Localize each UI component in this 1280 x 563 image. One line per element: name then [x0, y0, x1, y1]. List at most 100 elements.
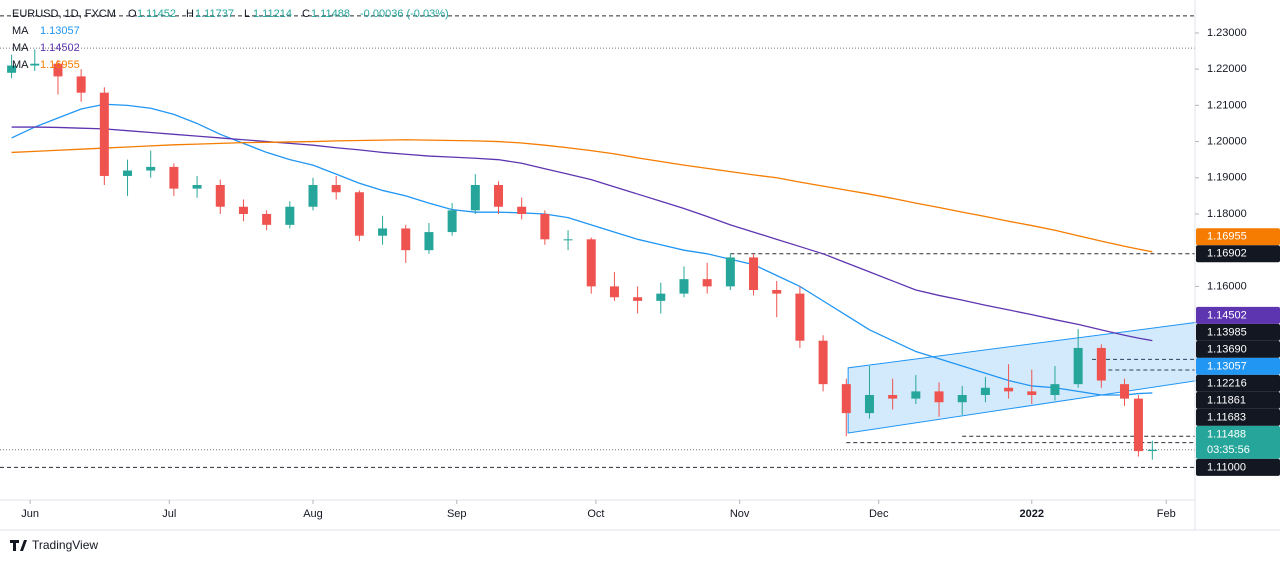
price-badge-label: 1.11683	[1207, 411, 1246, 423]
candle-body	[285, 206, 295, 225]
candle-body	[470, 185, 480, 211]
candle-body	[447, 210, 457, 233]
x-tick-label: Sep	[447, 508, 467, 520]
y-tick-label: 1.20000	[1207, 135, 1247, 147]
candle-body	[1133, 398, 1143, 452]
candle-body	[749, 257, 759, 291]
footer-brand: TradingView	[32, 538, 98, 552]
moving-average	[11, 139, 1153, 253]
candle-body	[1004, 387, 1014, 392]
price-badge-label: 1.13057	[1207, 360, 1247, 372]
candle-body	[841, 384, 851, 414]
price-badge-label: 1.12216	[1207, 377, 1247, 389]
candle-body	[192, 185, 202, 189]
candle-body	[957, 395, 967, 403]
y-tick-label: 1.18000	[1207, 208, 1247, 220]
y-tick-label: 1.22000	[1207, 63, 1247, 75]
candle-body	[215, 185, 225, 207]
candle-body	[238, 206, 248, 214]
price-badge-label: 1.14502	[1207, 309, 1247, 321]
candle-body	[30, 63, 40, 66]
candle-body	[818, 340, 828, 385]
candle-body	[401, 228, 411, 251]
candle-body	[354, 192, 364, 236]
candle-body	[772, 290, 782, 294]
moving-average	[11, 126, 1153, 342]
candle-body	[633, 297, 643, 301]
candle-body	[378, 228, 388, 236]
price-badge-label: 1.11000	[1207, 461, 1246, 473]
candle-body	[1050, 384, 1060, 396]
price-badge	[1196, 374, 1280, 392]
plot-area	[0, 15, 1201, 468]
candle-body	[725, 257, 735, 287]
ohlc-key: C	[302, 8, 310, 20]
legend-value: 1.14502	[40, 42, 80, 54]
x-tick-label: Oct	[587, 508, 604, 520]
countdown: 03:35:56	[1207, 444, 1250, 456]
candle-body	[424, 232, 434, 251]
price-badge	[1196, 425, 1280, 459]
ohlc-key: O	[128, 8, 137, 20]
legend-name: MA	[12, 42, 29, 54]
candle-body	[76, 76, 86, 93]
price-badge-label: 1.13690	[1207, 343, 1247, 355]
price-badge	[1196, 391, 1280, 409]
logo-mark	[10, 540, 27, 551]
price-badge	[1196, 228, 1280, 246]
price-badge	[1196, 408, 1280, 426]
price-badge	[1196, 323, 1280, 341]
price-badge	[1196, 458, 1280, 476]
x-tick-label: Jul	[162, 508, 176, 520]
candle-body	[911, 391, 921, 399]
candle-body	[53, 63, 63, 77]
moving-average	[11, 103, 1153, 396]
candle-body	[540, 213, 550, 240]
ohlc-value: 1.11452	[137, 8, 176, 20]
x-tick-label: Aug	[303, 508, 323, 520]
axes: 1.23000 1.22000 1.21000 1.20000 1.19000 1.180…	[21, 27, 1280, 520]
candle-body	[980, 387, 990, 396]
candle-body	[656, 293, 666, 301]
x-tick-label: Jun	[21, 508, 39, 520]
candle-body	[308, 185, 318, 207]
ohlc-value: 1.11488	[311, 8, 350, 20]
x-tick-label: Feb	[1157, 508, 1176, 520]
y-tick-label: 1.21000	[1207, 99, 1247, 111]
candle-body	[1147, 449, 1157, 452]
candle-body	[1096, 347, 1106, 381]
price-badge	[1196, 245, 1280, 263]
ohlc-key: H	[186, 8, 194, 20]
candle-body	[934, 391, 944, 403]
symbol: EURUSD, 1D, FXCM	[12, 8, 116, 20]
x-tick-label: 2022	[1020, 508, 1044, 520]
legend-value: 1.13057	[40, 25, 80, 37]
x-tick-label: Dec	[869, 508, 889, 520]
candle-body	[262, 213, 272, 225]
ohlc-value: 1.11214	[253, 8, 292, 20]
candle-body	[795, 293, 805, 341]
price-badge-label: 1.16902	[1207, 248, 1247, 260]
candle-body	[586, 239, 596, 287]
candle-body	[679, 279, 689, 294]
candle-body	[7, 65, 17, 73]
candle-body	[702, 279, 712, 287]
candle-body	[888, 395, 898, 399]
candle-body	[1073, 347, 1083, 385]
candle-body	[99, 92, 109, 176]
price-badge-label: 1.11861	[1207, 394, 1246, 406]
price-badge	[1196, 340, 1280, 358]
price-badge	[1196, 306, 1280, 324]
change: -0.00036 (-0.03%)	[360, 8, 449, 20]
candle-body	[563, 239, 573, 241]
candle-body	[1027, 391, 1037, 396]
candle-body	[609, 286, 619, 298]
y-tick-label: 1.23000	[1207, 27, 1247, 39]
candle-body	[864, 395, 874, 414]
candle-body	[1120, 384, 1130, 399]
candle-body	[146, 166, 156, 171]
x-tick-label: Nov	[730, 508, 750, 520]
y-tick-label: 1.19000	[1207, 172, 1247, 184]
price-badge	[1196, 357, 1280, 375]
